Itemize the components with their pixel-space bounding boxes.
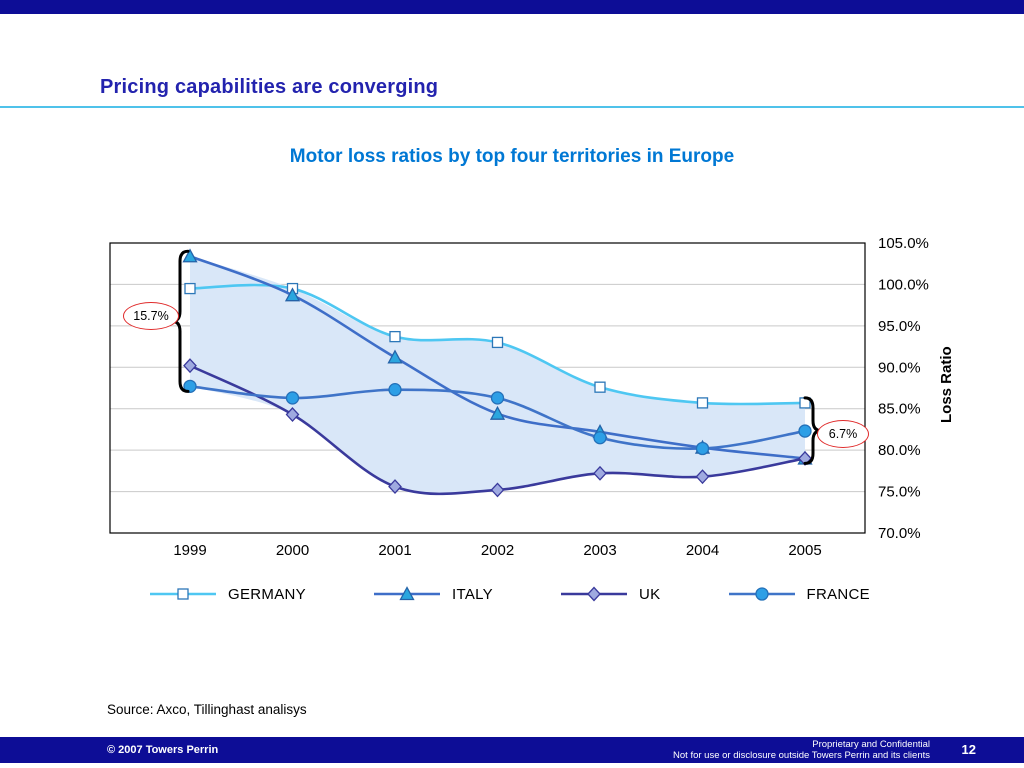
footer-confidentiality: Proprietary and Confidential Not for use… <box>673 739 930 761</box>
legend-label: GERMANY <box>228 585 306 603</box>
diamond-legend-swatch <box>561 586 628 602</box>
circle-marker <box>754 587 769 601</box>
title-divider-rule <box>0 106 1024 108</box>
y-tick-label: 85.0% <box>878 401 921 418</box>
y-tick-label: 80.0% <box>878 442 921 459</box>
diamond-marker <box>285 407 300 422</box>
x-tick-label: 2004 <box>686 542 719 559</box>
chart-title: Motor loss ratios by top four territorie… <box>289 146 735 167</box>
triangle-marker <box>284 287 301 302</box>
diamond-marker <box>695 469 710 485</box>
legend-item-france: FRANCE <box>727 586 870 603</box>
square-marker <box>177 588 189 600</box>
circle-legend-swatch <box>728 587 795 601</box>
footer-copyright: © 2007 Towers Perrin <box>107 744 219 756</box>
y-tick-label: 90.0% <box>878 359 921 376</box>
square-marker <box>389 330 401 343</box>
square-marker <box>594 381 606 393</box>
circle-marker <box>388 383 402 397</box>
square-legend-swatch <box>150 588 216 600</box>
annotation-left-spread-badge: 15.7% <box>123 302 179 330</box>
footer-confidential-line1: Proprietary and Confidential <box>812 739 930 750</box>
footer-bar: © 2007 Towers Perrin Proprietary and Con… <box>0 737 1024 763</box>
circle-marker <box>593 431 607 445</box>
x-tick-label: 2005 <box>788 542 821 559</box>
legend-item-germany: GERMANY <box>148 586 306 603</box>
y-tick-label: 105.0% <box>878 235 929 252</box>
legend-label: ITALY <box>452 585 493 603</box>
triangle-marker <box>399 586 415 601</box>
loss-ratio-line-chart: 1999 2000 2001 2002 2003 2004 2005 105.0% 100.0%… <box>109 235 929 559</box>
footer-confidential-line2: Not for use or disclosure outside Towers… <box>673 749 930 761</box>
y-tick-label: 95.0% <box>878 318 921 335</box>
diamond-marker <box>490 482 505 498</box>
square-marker <box>491 336 504 349</box>
circle-marker <box>798 424 812 438</box>
y-tick-label: 75.0% <box>878 484 921 501</box>
diamond-marker <box>183 358 197 374</box>
slide-title: Pricing capabilities are converging <box>100 76 439 98</box>
triangle-marker <box>489 405 506 420</box>
triangle-marker <box>387 349 403 364</box>
diamond-marker <box>388 479 402 495</box>
y-tick-label: 70.0% <box>878 525 921 542</box>
square-marker <box>184 282 196 295</box>
plot-border <box>109 242 866 534</box>
page-number: 12 <box>961 742 976 757</box>
legend-item-uk: UK <box>559 586 660 603</box>
circle-marker <box>695 441 710 456</box>
circle-marker <box>285 391 300 405</box>
source-text: Source: Axco, Tillinghast analisys <box>107 702 307 717</box>
annotation-right-spread-badge: 6.7% <box>817 420 869 448</box>
legend-label: FRANCE <box>806 585 870 603</box>
diamond-marker <box>587 586 601 602</box>
y-tick-label: 100.0% <box>878 276 929 293</box>
circle-marker <box>183 379 197 393</box>
diamond-marker <box>593 465 607 481</box>
circle-marker <box>490 391 505 405</box>
x-tick-label: 2003 <box>583 542 616 559</box>
x-tick-label: 2000 <box>276 542 309 559</box>
chart-legend: GERMANY ITALY UK FRANCE <box>148 582 870 606</box>
x-tick-label: 2001 <box>378 542 411 559</box>
triangle-marker <box>182 248 198 263</box>
x-tick-label: 2002 <box>481 542 514 559</box>
triangle-legend-swatch <box>374 586 440 601</box>
spread-band <box>190 256 805 494</box>
x-tick-label: 1999 <box>173 542 206 559</box>
legend-item-italy: ITALY <box>372 586 493 603</box>
square-marker <box>696 397 709 409</box>
y-axis-title: Loss Ratio <box>938 346 955 424</box>
legend-label: UK <box>639 585 661 603</box>
top-brand-bar <box>0 0 1024 14</box>
